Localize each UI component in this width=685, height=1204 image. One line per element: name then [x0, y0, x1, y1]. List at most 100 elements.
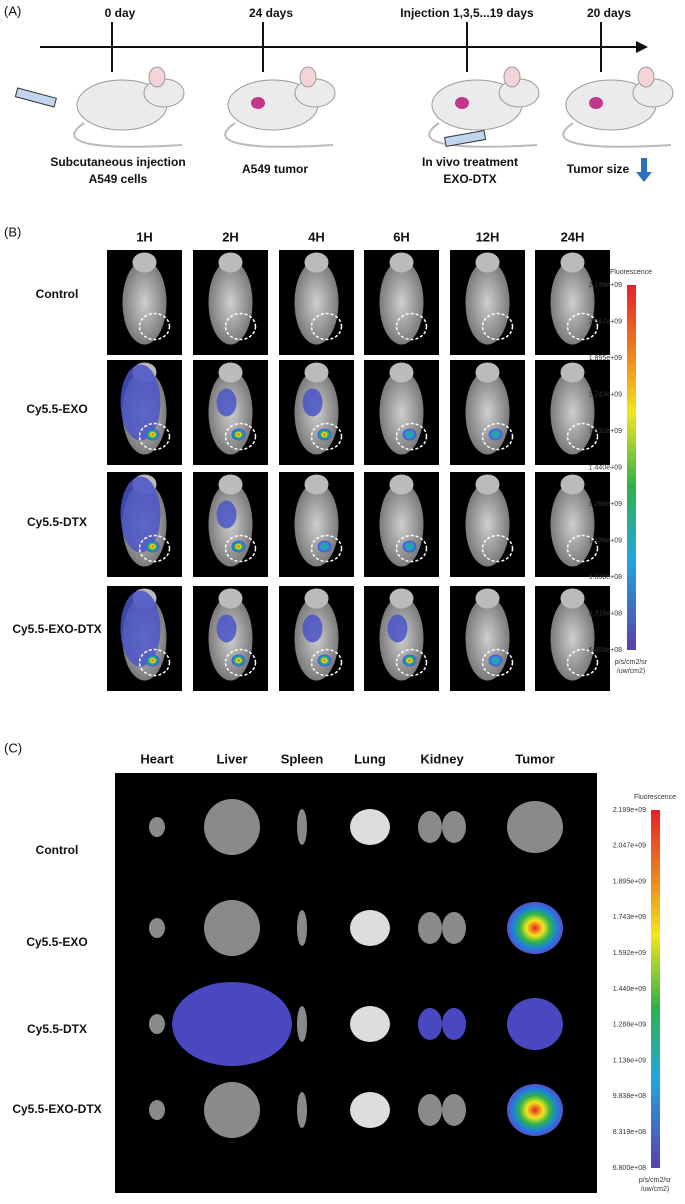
mouse-head	[475, 252, 500, 273]
row-label: Cy5.5-EXO-DTX	[12, 1102, 101, 1116]
mouse-head	[304, 252, 329, 273]
organ	[149, 1100, 165, 1120]
organ	[507, 1084, 563, 1136]
colorbar-unit: /uw/cm2)	[641, 1186, 669, 1193]
column-header: 12H	[476, 229, 500, 244]
column-header: Tumor	[515, 751, 554, 766]
tumor-circle	[395, 648, 428, 677]
step-time: 20 days	[587, 6, 631, 20]
organ	[297, 910, 307, 946]
mouse-head	[632, 78, 674, 108]
column-header: 1H	[136, 229, 153, 244]
row-label: Control	[36, 843, 79, 857]
colorbar-label: 1.288e+09	[589, 501, 622, 508]
tumor-signal	[488, 654, 503, 667]
colorbar-label: 1.440e+09	[589, 464, 622, 471]
mouse-head	[560, 588, 585, 609]
colorbar-unit: /uw/cm2)	[617, 668, 645, 675]
step-caption: In vivo treatment	[422, 155, 518, 169]
tumor-circle	[224, 312, 257, 341]
signal	[302, 614, 323, 643]
colorbar-label: 1.136e+09	[589, 537, 622, 544]
organ	[442, 1008, 466, 1040]
organ	[149, 1014, 165, 1034]
tumor-circle	[138, 312, 171, 341]
colorbar-unit: p/s/cm2/sr	[615, 659, 648, 666]
step-caption: EXO-DTX	[443, 172, 496, 186]
column-header: 6H	[393, 229, 410, 244]
mouse	[122, 260, 167, 345]
tumor-circle	[566, 312, 599, 341]
colorbar	[627, 285, 636, 650]
organ	[507, 998, 563, 1050]
tumor-signal	[317, 428, 332, 441]
tumor-signal	[488, 428, 503, 441]
tumor	[589, 97, 603, 109]
tumor-circle	[224, 422, 257, 451]
column-header: 4H	[308, 229, 325, 244]
mouse-head	[143, 78, 185, 108]
mouse	[465, 260, 510, 345]
column-header: Lung	[354, 751, 386, 766]
down-arrow	[636, 158, 652, 182]
tumor-signal	[402, 428, 417, 441]
mouse	[465, 370, 510, 455]
mouse-head	[218, 588, 243, 609]
organ	[507, 902, 563, 954]
tumor-circle	[310, 422, 343, 451]
row-label: Control	[36, 287, 79, 301]
mouse-head	[218, 362, 243, 383]
organ	[418, 912, 442, 944]
tumor-circle	[481, 312, 514, 341]
column-header: Kidney	[420, 751, 464, 766]
mouse-head	[218, 474, 243, 495]
colorbar	[651, 810, 660, 1168]
signal	[302, 388, 323, 417]
colorbar-label: 1.895e+09	[589, 355, 622, 362]
mouse-ear	[503, 66, 521, 88]
organ	[204, 799, 260, 855]
tumor-circle	[395, 422, 428, 451]
colorbar-label: 9.838e+08	[613, 1093, 646, 1100]
colorbar-label: 6.800e+08	[613, 1165, 646, 1172]
colorbar-label: 1.440e+09	[613, 986, 646, 993]
colorbar-label: 1.743e+09	[589, 391, 622, 398]
colorbar-label: 1.743e+09	[613, 914, 646, 921]
mouse	[550, 260, 595, 345]
column-header: Liver	[216, 751, 247, 766]
panel-label: (C)	[4, 740, 22, 755]
tumor-circle	[310, 312, 343, 341]
colorbar-label: 8.319e+08	[613, 1129, 646, 1136]
row-label: Cy5.5-EXO	[26, 935, 87, 949]
tumor-circle	[481, 534, 514, 563]
row-label: Cy5.5-DTX	[27, 515, 87, 529]
tumor-circle	[310, 648, 343, 677]
organ	[350, 809, 390, 845]
column-header: Heart	[140, 751, 174, 766]
column-header: 24H	[561, 229, 585, 244]
tumor-signal	[231, 654, 246, 667]
step-caption: Subcutaneous injection	[50, 155, 185, 169]
mouse-head	[294, 78, 336, 108]
colorbar-title: Fluorescence	[610, 269, 652, 276]
mouse-tail	[224, 122, 334, 148]
mouse	[379, 482, 424, 567]
colorbar-label: 1.895e+09	[613, 878, 646, 885]
tumor-circle	[138, 534, 171, 563]
tumor-circle	[395, 312, 428, 341]
organ	[297, 1092, 307, 1128]
signal	[216, 388, 237, 417]
syringe	[444, 130, 487, 147]
colorbar-title: Fluorescence	[634, 794, 676, 801]
tumor-circle	[481, 422, 514, 451]
colorbar-label: 2.047e+09	[613, 843, 646, 850]
tumor-signal	[317, 654, 332, 667]
organ	[442, 912, 466, 944]
panel-c: (C) Heart Liver Spleen Lung Kidney Tumor Contr…	[4, 740, 676, 1193]
mouse-head	[475, 362, 500, 383]
mouse	[550, 482, 595, 567]
mouse-ear	[637, 66, 655, 88]
organ	[418, 811, 442, 843]
colorbar-label: 1.136e+09	[613, 1057, 646, 1064]
